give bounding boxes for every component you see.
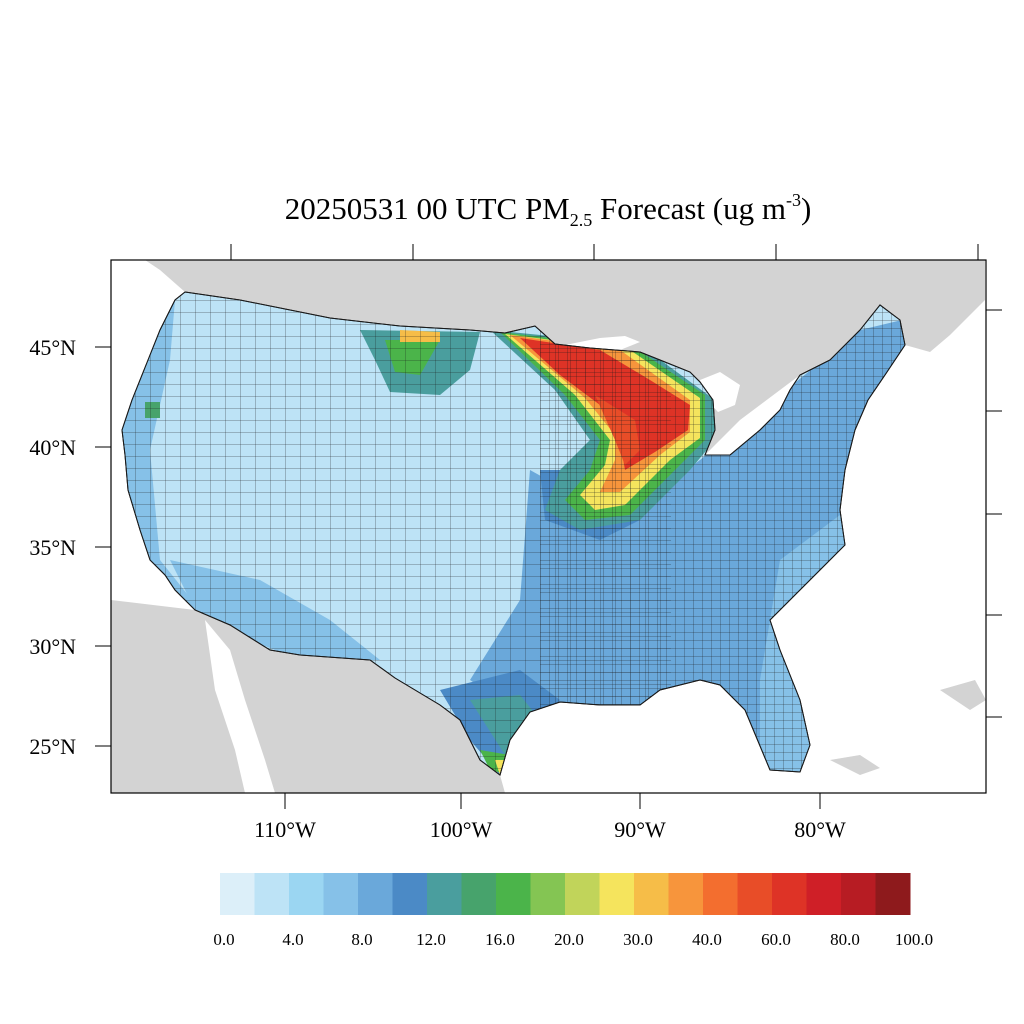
- colorbar-swatch: [841, 873, 876, 915]
- canada-landmass: [145, 260, 985, 455]
- colorbar-swatch: [737, 873, 773, 915]
- us-border: [121, 291, 906, 776]
- colorbar-swatch: [599, 873, 635, 915]
- map-area: [111, 260, 986, 793]
- colorbar-swatch: [806, 873, 842, 915]
- colorbar-labels: 0.0 4.0 8.0 12.0 16.0 20.0 30.0 40.0 60.0 80.0 100…: [213, 930, 933, 949]
- colorbar-swatch: [668, 873, 704, 915]
- lat-label: 25°N: [29, 734, 76, 759]
- colorbar-tick-label: 30.0: [623, 930, 653, 949]
- lat-label: 40°N: [29, 435, 76, 460]
- colorbar-swatch: [772, 873, 807, 915]
- colorbar-swatch: [496, 873, 531, 915]
- colorbar-tick-label: 100.0: [895, 930, 933, 949]
- colorbar-tick-label: 40.0: [692, 930, 722, 949]
- colorbar-swatch: [565, 873, 600, 915]
- colorbar-tick-label: 8.0: [351, 930, 372, 949]
- lon-label: 80°W: [794, 817, 846, 842]
- map-title: 20250531 00 UTC PM2.5 Forecast (ug m-3): [285, 190, 812, 230]
- colorbar-swatch: [875, 873, 911, 915]
- colorbar-swatch: [530, 873, 566, 915]
- colorbar-swatch: [254, 873, 290, 915]
- colorbar-swatch: [392, 873, 428, 915]
- colorbar-tick-label: 0.0: [213, 930, 234, 949]
- lon-label: 110°W: [254, 817, 316, 842]
- colorbar-swatch: [289, 873, 324, 915]
- map-frame: [110, 259, 987, 794]
- colorbar-swatch: [634, 873, 669, 915]
- colorbar-swatch: [427, 873, 462, 915]
- axis-ticks: [95, 244, 1002, 809]
- colorbar-tick-label: 20.0: [554, 930, 584, 949]
- lon-label: 100°W: [430, 817, 493, 842]
- colorbar-tick-label: 4.0: [282, 930, 303, 949]
- lake-erie: [715, 425, 770, 452]
- latitude-labels: 45°N 40°N 35°N 30°N 25°N: [29, 335, 76, 759]
- lat-label: 30°N: [29, 634, 76, 659]
- lon-label: 90°W: [614, 817, 666, 842]
- lat-label: 45°N: [29, 335, 76, 360]
- colorbar-tick-label: 80.0: [830, 930, 860, 949]
- colorbar-tick-label: 12.0: [416, 930, 446, 949]
- colorbar-swatch: [461, 873, 497, 915]
- cuba: [830, 755, 880, 775]
- colorbar-tick-label: 60.0: [761, 930, 791, 949]
- colorbar-swatch: [220, 873, 255, 915]
- colorbar-swatch: [358, 873, 393, 915]
- island-east: [940, 680, 986, 710]
- colorbar-swatch: [703, 873, 738, 915]
- colorbar-tick-label: 16.0: [485, 930, 515, 949]
- colorbar: [220, 873, 911, 915]
- lat-label: 35°N: [29, 535, 76, 560]
- colorbar-swatch: [323, 873, 359, 915]
- longitude-labels: 110°W 100°W 90°W 80°W: [254, 817, 846, 842]
- baja-peninsula: [205, 620, 275, 793]
